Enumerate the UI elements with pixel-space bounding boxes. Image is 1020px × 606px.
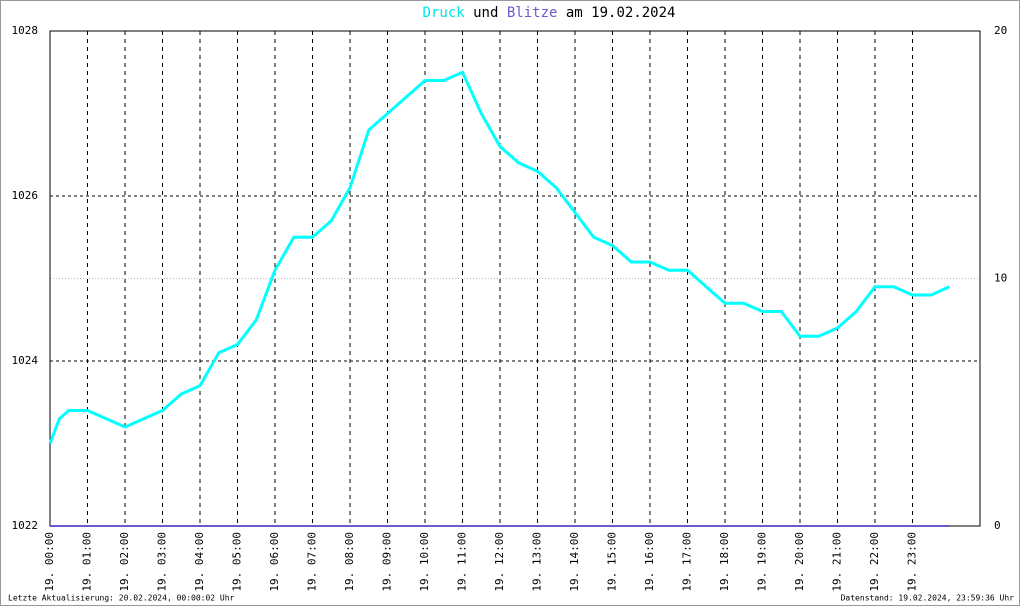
x-tick-label: 19. 14:00 (568, 532, 581, 592)
chart-title: Druck und Blitze am 19.02.2024 (423, 5, 676, 21)
x-tick-label: 19. 03:00 (156, 532, 169, 592)
series-line (48, 70, 950, 445)
x-tick-label: 19. 23:00 (906, 532, 919, 592)
x-tick-label: 19. 11:00 (456, 532, 469, 592)
x-tick-label: 19. 02:00 (118, 532, 131, 592)
x-tick-label: 19. 15:00 (606, 532, 619, 592)
y-tick-label: 1024 (12, 354, 39, 367)
title-part: und (473, 5, 498, 21)
x-tick-label: 19. 08:00 (343, 532, 356, 592)
x-tick-label: 19. 18:00 (718, 532, 731, 592)
y-tick-label: 1028 (12, 24, 39, 37)
x-tick-label: 19. 06:00 (268, 532, 281, 592)
title-part: am 19.02.2024 (566, 5, 676, 21)
x-tick-label: 19. 22:00 (868, 532, 881, 592)
y2-tick-label: 0 (994, 519, 1001, 532)
x-tick-label: 19. 09:00 (381, 532, 394, 592)
x-tick-label: 19. 04:00 (193, 532, 206, 592)
y-tick-label: 1022 (12, 519, 39, 532)
x-tick-label: 19. 19:00 (756, 532, 769, 592)
x-tick-label: 19. 21:00 (831, 532, 844, 592)
y2-tick-label: 10 (994, 272, 1007, 285)
y2-tick-label: 20 (994, 24, 1007, 37)
footer-right: Datenstand: 19.02.2024, 23:59:36 Uhr (841, 594, 1015, 603)
x-tick-label: 19. 12:00 (493, 532, 506, 592)
legend-druck: Druck (423, 5, 466, 21)
x-tick-label: 19. 01:00 (81, 532, 94, 592)
x-tick-label: 19. 16:00 (643, 532, 656, 592)
legend-blitze: Blitze (507, 5, 558, 21)
x-tick-label: 19. 00:00 (43, 532, 56, 592)
footer-left: Letzte Aktualisierung: 20.02.2024, 00:00… (8, 594, 235, 603)
y-tick-label: 1026 (12, 189, 39, 202)
x-tick-label: 19. 07:00 (306, 532, 319, 592)
x-tick-label: 19. 20:00 (793, 532, 806, 592)
x-tick-label: 19. 17:00 (681, 532, 694, 592)
x-tick-label: 19. 05:00 (231, 532, 244, 592)
x-tick-label: 19. 10:00 (418, 532, 431, 592)
x-tick-label: 19. 13:00 (531, 532, 544, 592)
